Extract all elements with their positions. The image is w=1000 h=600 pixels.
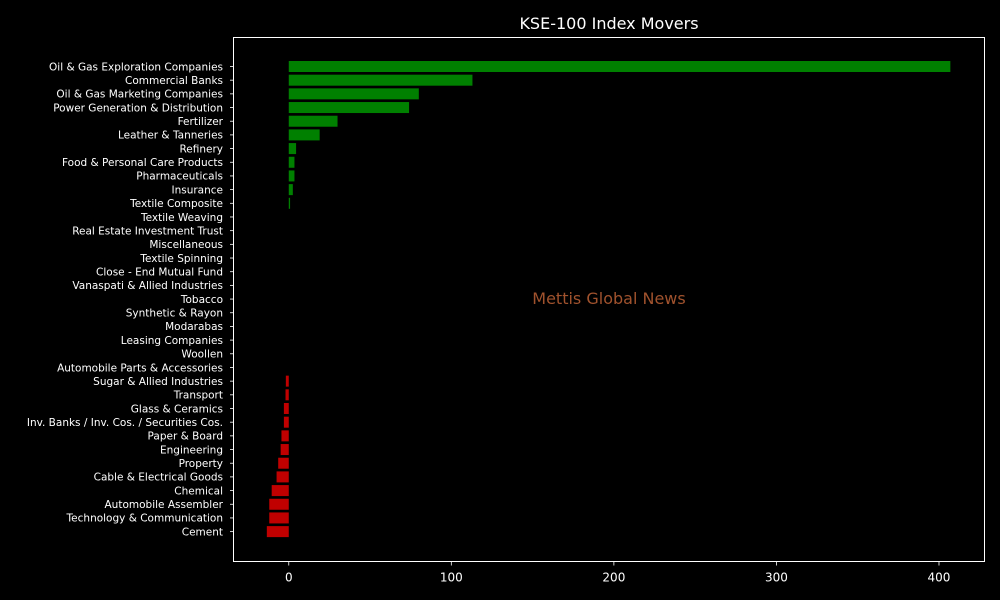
y-tick-label: Transport [173, 390, 223, 402]
bar-28 [280, 444, 289, 456]
y-tick-label: Glass & Ceramics [131, 403, 223, 415]
x-tick-label: 200 [602, 571, 625, 585]
bar-5 [288, 129, 320, 141]
y-tick-label: Miscellaneous [149, 239, 223, 251]
bar-31 [271, 485, 289, 497]
y-tick-label: Textile Weaving [140, 212, 223, 224]
y-tick-label: Pharmaceuticals [136, 171, 223, 183]
bar-10 [288, 197, 291, 209]
x-tick-label: 100 [440, 571, 463, 585]
y-tick-label: Leasing Companies [121, 335, 223, 347]
bar-2 [288, 88, 419, 100]
bar-27 [281, 430, 289, 442]
y-tick-label: Automobile Assembler [105, 499, 224, 511]
y-tick-label: Cable & Electrical Goods [94, 472, 223, 484]
x-axis-ticks: 0 100 200 300 400 [285, 561, 951, 585]
y-tick-label: Leather & Tanneries [118, 130, 223, 142]
x-tick-label: 300 [765, 571, 788, 585]
y-tick-label: Insurance [171, 184, 223, 196]
y-tick-labels: Oil & Gas Exploration Companies Commercia… [27, 61, 234, 538]
bar-30 [276, 471, 289, 483]
bar-25 [283, 403, 289, 414]
bar-4 [288, 115, 338, 127]
bar-24 [285, 389, 289, 401]
chart-title: KSE-100 Index Movers [519, 14, 698, 33]
y-tick-label: Modarabas [165, 321, 223, 333]
y-tick-label: Tobacco [180, 294, 223, 306]
y-tick-label: Woollen [181, 349, 223, 361]
y-tick-label: Oil & Gas Marketing Companies [56, 89, 223, 101]
bar-29 [278, 457, 289, 469]
watermark-text: Mettis Global News [532, 289, 685, 308]
y-tick-label: Food & Personal Care Products [62, 157, 223, 169]
y-tick-label: Vanaspati & Allied Industries [72, 280, 223, 292]
y-tick-label: Fertilizer [178, 116, 224, 128]
y-tick-label: Paper & Board [148, 431, 223, 443]
y-tick-label: Synthetic & Rayon [126, 308, 223, 320]
y-tick-label: Technology & Communication [66, 513, 223, 525]
y-tick-label: Commercial Banks [125, 75, 223, 87]
bar-8 [288, 170, 295, 182]
y-tick-label: Close - End Mutual Fund [96, 267, 223, 279]
bar-26 [283, 416, 289, 428]
y-tick-label: Engineering [160, 444, 223, 456]
x-tick-label: 400 [928, 571, 951, 585]
bar-group [266, 61, 951, 538]
plot-area-frame [233, 37, 985, 562]
bar-3 [288, 102, 410, 114]
bar-34 [266, 526, 289, 538]
y-tick-label: Refinery [179, 143, 223, 155]
y-tick-label: Inv. Banks / Inv. Cos. / Securities Cos. [27, 417, 223, 429]
bar-7 [288, 156, 295, 168]
bar-1 [288, 74, 473, 86]
bar-32 [269, 498, 289, 510]
y-tick-label: Textile Composite [129, 198, 223, 210]
y-tick-label: Automobile Parts & Accessories [57, 362, 223, 374]
bar-23 [285, 375, 289, 387]
y-tick-label: Power Generation & Distribution [53, 102, 223, 114]
bar-6 [288, 143, 297, 155]
y-tick-label: Sugar & Allied Industries [93, 376, 223, 388]
y-tick-label: Oil & Gas Exploration Companies [49, 61, 223, 73]
y-tick-label: Real Estate Investment Trust [72, 225, 223, 237]
y-tick-label: Chemical [174, 485, 223, 497]
bar-33 [269, 512, 289, 524]
y-tick-label: Cement [182, 526, 223, 538]
bar-9 [288, 184, 293, 196]
y-tick-label: Property [179, 458, 223, 470]
x-tick-label: 0 [285, 571, 293, 585]
bar-0 [288, 61, 951, 72]
y-tick-label: Textile Spinning [139, 253, 223, 265]
